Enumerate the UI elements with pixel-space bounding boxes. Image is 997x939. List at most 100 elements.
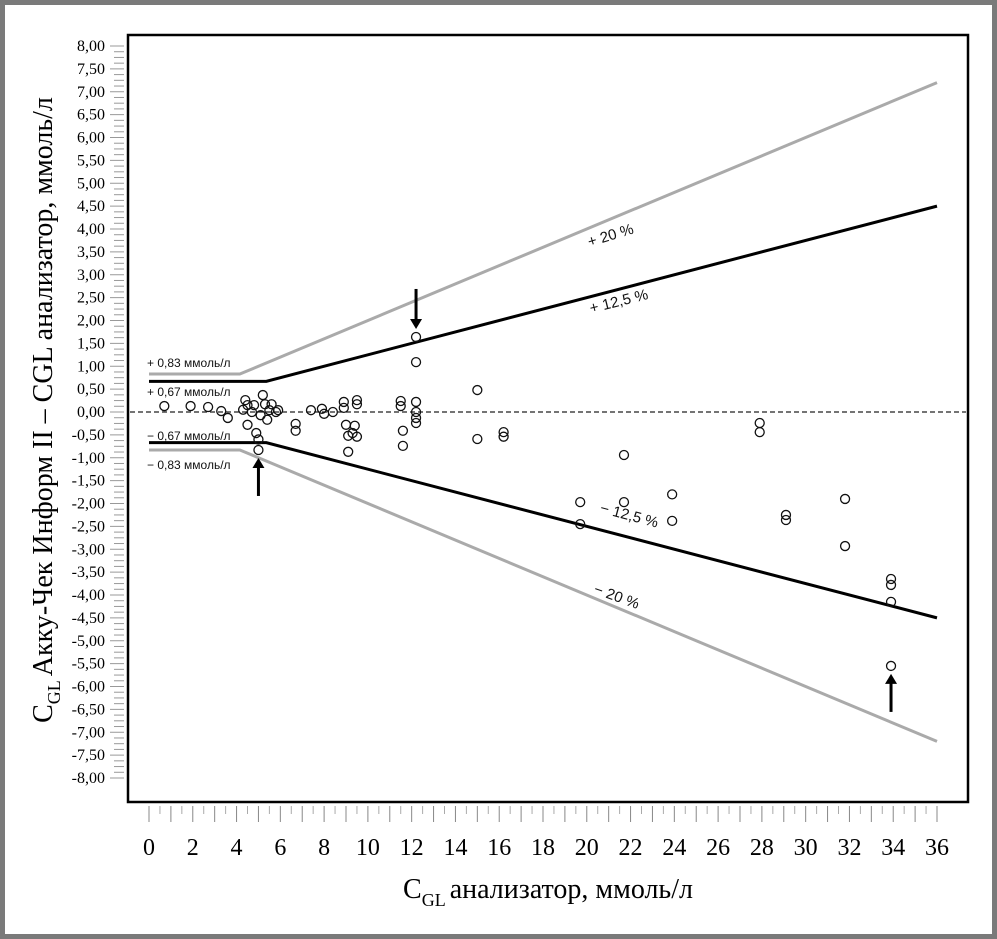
x-tick-label: 14 [443,835,467,861]
y-tick-label: -4,50 [72,610,105,627]
data-point [410,356,422,368]
data-point [248,399,260,411]
x-tick-label: 34 [881,835,905,861]
y-axis-ticks: 8,00 7,50 7,00 6,50 6,00 5,50 5,00 4,50 4,00 3,50… [72,38,124,787]
y-tick-label: 2,00 [77,313,105,330]
data-point [340,419,352,430]
data-point [410,406,422,418]
data-point [618,449,630,461]
y-tick-label: 1,50 [77,335,105,352]
y-tick-label: 3,00 [77,267,105,284]
x-tick-label: 16 [487,835,511,861]
data-point [410,412,422,424]
data-point [262,414,273,425]
x-tick-label: 22 [619,835,643,861]
y-tick-label: -1,50 [72,473,105,490]
y-tick-label: 4,00 [77,221,105,238]
y-tick-label: 8,00 [77,38,105,55]
data-point [397,425,409,436]
data-point [666,489,678,500]
data-point [885,596,897,608]
data-point [257,389,268,401]
data-point [327,406,339,418]
x-axis-title: CGL анализатор, ммоль/л [403,874,693,910]
abs-limit-label: + 0,83 ммоль/л [147,356,231,370]
y-tick-label: -5,00 [72,633,105,650]
data-point [885,660,897,672]
data-point [575,518,586,530]
data-point [272,405,284,416]
data-point [397,440,409,452]
y-tick-label: -6,50 [72,701,105,718]
y-tick-label: -3,50 [72,564,105,581]
limit-line-125 [149,204,938,383]
x-tick-label: 6 [274,835,286,861]
x-tick-label: 8 [318,835,330,861]
y-tick-label: -8,00 [72,770,105,787]
data-point [754,417,765,429]
arrow-down-icon [410,288,423,329]
y-tick-label: 5,00 [77,175,105,192]
abs-limit-label: + 0,67 ммоль/л [147,385,231,399]
x-axis-ticks: 0 2 4 6 8 10 12 14 16 18 20 22 24 26 28 30 32 34 36 [143,806,949,861]
y-tick-label: 2,50 [77,290,105,307]
data-point [349,420,360,431]
data-point [290,425,301,436]
limit-line-20 [149,448,938,743]
y-tick-label: 1,00 [77,358,105,375]
data-point [266,399,277,410]
data-point [185,400,196,412]
data-point [343,446,354,457]
data-point [780,514,792,526]
y-tick-label: 7,50 [77,61,105,78]
data-point [270,406,282,418]
arrow-head [885,673,898,684]
data-point [290,418,301,430]
data-point [246,406,258,418]
data-point [575,496,586,508]
y-tick-label: -5,50 [72,656,105,673]
data-point [351,431,363,442]
data-point [253,434,264,445]
x-tick-label: 24 [662,835,686,861]
limit-line-125 [149,441,938,620]
data-point [839,540,851,552]
limit-line-20 [149,81,938,376]
data-point [780,509,792,521]
data-points [159,331,897,672]
arrow-head [410,318,423,329]
data-point [253,444,264,456]
data-point [338,396,349,408]
arrow-up-icon [252,457,265,496]
y-tick-label: 6,00 [77,130,105,147]
y-tick-label: 4,50 [77,198,105,215]
limit-lines [130,81,966,743]
y-tick-label: -6,00 [72,679,105,696]
data-point [498,426,509,438]
abs-limit-label: − 0,83 ммоль/л [147,458,231,472]
arrow-head [252,457,265,468]
x-tick-label: 30 [794,835,818,861]
x-tick-label: 18 [531,835,555,861]
data-point [885,573,897,585]
y-tick-label: 0,50 [77,381,105,398]
pct-limit-label: − 12,5 % [598,500,660,532]
data-point [410,396,422,408]
y-tick-label: -7,50 [72,747,105,764]
arrow-up-icon [885,673,898,712]
data-point [395,400,406,412]
y-tick-label: -4,00 [72,587,105,604]
y-tick-label: 3,50 [77,244,105,261]
data-point [410,331,422,343]
data-point [351,394,363,406]
y-tick-label: -0,50 [72,427,105,444]
y-tick-label: -2,50 [72,518,105,535]
data-point [338,402,349,414]
abs-limit-label: − 0,67 ммоль/л [147,429,231,443]
arrows [252,288,898,712]
y-tick-label: -7,00 [72,724,105,741]
data-point [159,400,170,412]
data-point [472,433,483,445]
data-point [498,431,509,442]
